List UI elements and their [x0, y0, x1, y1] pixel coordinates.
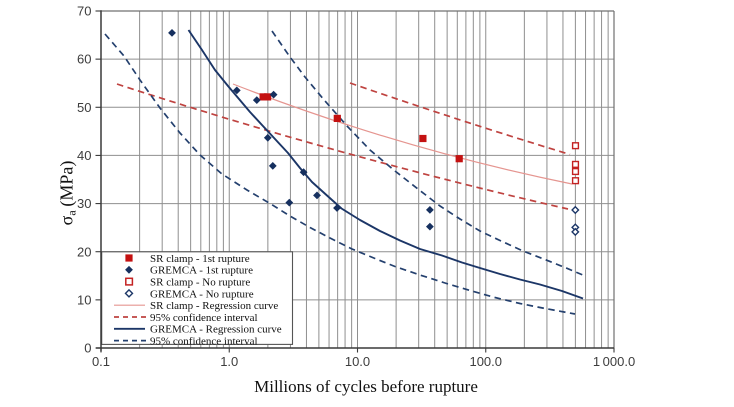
svg-text:GREMCA - Regression curve: GREMCA - Regression curve: [150, 324, 282, 336]
svg-text:40: 40: [77, 148, 91, 163]
svg-text:30: 30: [77, 196, 91, 211]
svg-text:SR clamp - 1st rupture: SR clamp - 1st rupture: [150, 253, 250, 265]
svg-text:1 000.0: 1 000.0: [593, 354, 635, 369]
svg-text:10.0: 10.0: [345, 354, 370, 369]
svg-text:95% confidence interval: 95% confidence interval: [150, 312, 258, 324]
svg-text:95% confidence interval: 95% confidence interval: [150, 336, 258, 348]
svg-text:20: 20: [77, 244, 91, 259]
svg-text:0: 0: [84, 341, 91, 356]
svg-text:1.0: 1.0: [220, 354, 238, 369]
svg-text:100.0: 100.0: [469, 354, 502, 369]
svg-text:10: 10: [77, 292, 91, 307]
svg-text:GREMCA - No rupture: GREMCA - No rupture: [150, 288, 254, 300]
svg-text:Millions of cycles before rupt: Millions of cycles before rupture: [254, 377, 478, 396]
svg-text:σa (MPa): σa (MPa): [57, 161, 79, 226]
svg-text:50: 50: [77, 100, 91, 115]
svg-text:GREMCA - 1st rupture: GREMCA - 1st rupture: [150, 265, 253, 277]
svg-text:60: 60: [77, 52, 91, 67]
svg-text:SR clamp - No rupture: SR clamp - No rupture: [150, 277, 250, 289]
svg-text:0.1: 0.1: [92, 354, 110, 369]
svg-text:SR clamp - Regression curve: SR clamp - Regression curve: [150, 300, 278, 312]
svg-text:70: 70: [77, 4, 91, 19]
